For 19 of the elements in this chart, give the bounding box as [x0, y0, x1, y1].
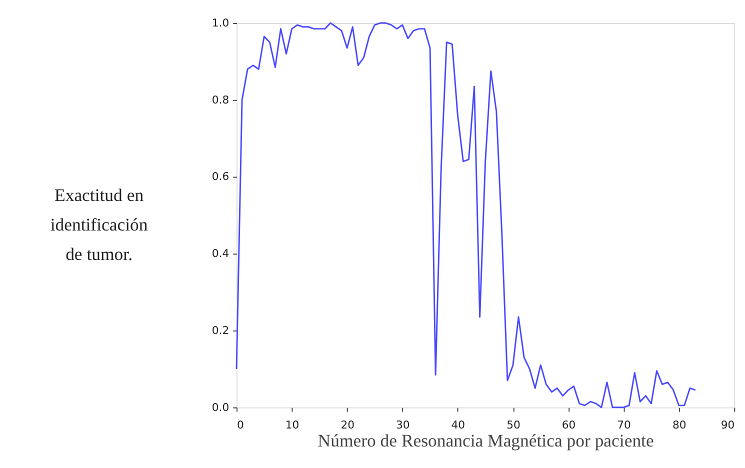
x-tick-label: 30 [396, 418, 410, 432]
line-series [236, 22, 696, 408]
y-tick-label: 1.0 [212, 16, 230, 30]
x-tick-label: 20 [340, 418, 355, 432]
y-axis-title: Exactitud en identificación de tumor. [50, 184, 148, 264]
x-tick-label: 40 [451, 418, 466, 432]
y-tick-label: 0.6 [212, 170, 230, 184]
x-axis-title: Número de Resonancia Magnética por paciente [318, 430, 654, 450]
y-tick-label: 0.4 [212, 247, 230, 260]
x-tick-label: 80 [672, 418, 686, 432]
x-tick-label: 60 [562, 418, 576, 432]
y-tick-label: 0.8 [212, 93, 230, 106]
x-tick-label: 50 [506, 418, 520, 432]
x-tick-label: 70 [617, 418, 632, 432]
y-tick-label: 0.0 [212, 400, 230, 414]
x-tick-label: 90 [720, 418, 735, 432]
y-tick-label: 0.2 [212, 324, 230, 337]
x-tick-label: 0 [237, 418, 244, 432]
x-tick-label: 10 [285, 418, 300, 432]
